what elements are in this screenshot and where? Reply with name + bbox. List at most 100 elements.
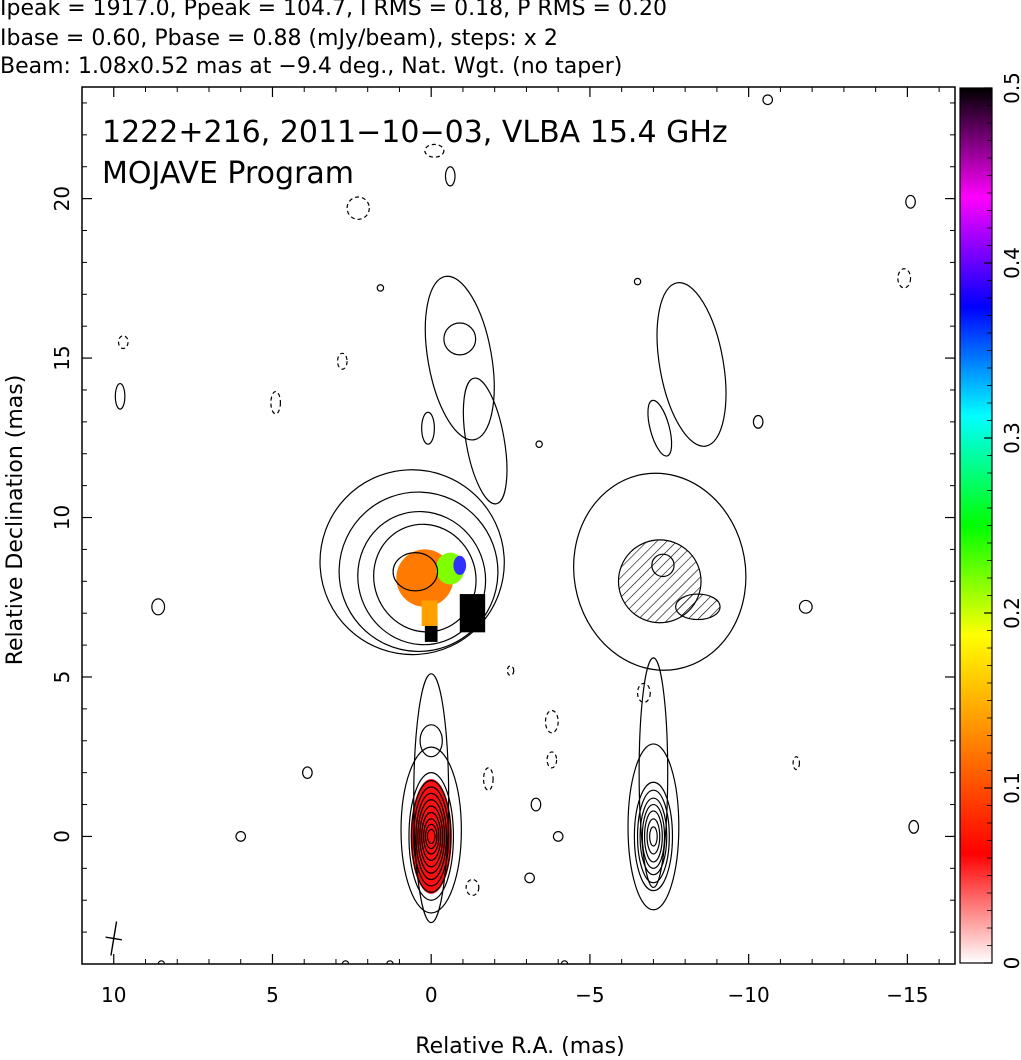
negative-noise-contour xyxy=(897,268,912,289)
noise-contour xyxy=(444,166,456,187)
noise-contour xyxy=(560,960,569,964)
negative-noise-contour xyxy=(424,143,445,158)
plot-subtitle: MOJAVE Program xyxy=(102,156,354,191)
polarized-core-contour xyxy=(639,797,668,876)
negative-noise-contour xyxy=(546,751,558,769)
polarized-inner-contour xyxy=(651,553,675,578)
jet-knot-contour xyxy=(419,724,443,758)
negative-noise-contour xyxy=(117,335,129,350)
small-contour xyxy=(421,411,435,445)
y-tick-label: 5 xyxy=(50,671,74,684)
beam-minor-axis xyxy=(105,936,123,941)
x-tick-label: −10 xyxy=(728,983,770,1007)
polarized-jet-contour xyxy=(638,657,669,889)
polarized-core-contour xyxy=(641,803,666,869)
core-contour xyxy=(413,786,450,887)
polarized-core-contour xyxy=(633,781,674,892)
axis-ticks: 10 5 0 −5 −10 −15 0 5 10 15 20 xyxy=(50,87,955,1007)
polarized-core-contour xyxy=(636,789,670,884)
negative-noise-contour xyxy=(336,352,348,370)
polarized-extended-contour xyxy=(656,282,727,447)
noise-contour xyxy=(114,382,126,410)
colorbar-tick-label: 0.4 xyxy=(1000,247,1021,279)
polarized-small-contour xyxy=(647,399,673,457)
y-tick-label: 15 xyxy=(50,345,74,370)
core-contour-outer xyxy=(400,746,462,914)
y-axis-label: Relative Declination (mas) xyxy=(3,375,28,666)
noise-contour xyxy=(386,960,394,964)
core-contour xyxy=(424,823,438,850)
header-line-3: Beam: 1.08x0.52 mas at −9.4 deg., Nat. W… xyxy=(0,54,623,79)
core-contour xyxy=(421,811,442,861)
core-contour xyxy=(419,805,444,868)
plot-frame xyxy=(81,86,956,965)
y-tick-label: 10 xyxy=(50,505,74,530)
negative-noise-contour xyxy=(792,756,801,771)
core-contour xyxy=(415,792,448,881)
noise-contour xyxy=(552,831,564,842)
noise-contour xyxy=(530,797,542,812)
negative-noise-contour xyxy=(544,709,559,734)
x-tick-label: 10 xyxy=(101,983,126,1007)
y-tick-label: 20 xyxy=(50,186,74,211)
colorbar xyxy=(959,87,993,964)
colorbar-tick-label: 0 xyxy=(1000,957,1021,970)
noise-contour xyxy=(235,831,247,842)
polarization-core xyxy=(410,779,452,894)
polarized-core-contour xyxy=(649,826,658,847)
noise-contour xyxy=(524,872,535,884)
plot-title: 1222+216, 2011−10−03, VLBA 15.4 GHz xyxy=(102,115,728,150)
knot-contour xyxy=(319,469,505,656)
x-tick-label: 0 xyxy=(425,983,438,1007)
noise-contour xyxy=(798,599,813,614)
noise-contour xyxy=(341,960,350,964)
colorbar-ticks: 0 0.1 0.2 0.3 0.4 0.5 xyxy=(984,72,1021,969)
header-line-1: Ipeak = 1917.0, Ppeak = 104.7, I RMS = 0… xyxy=(0,0,667,21)
knot-contour xyxy=(338,491,499,653)
y-tick-label: 0 xyxy=(50,830,74,843)
negative-noise-contour xyxy=(506,665,515,676)
core-contour xyxy=(417,799,446,874)
core-contour xyxy=(408,772,455,901)
core-contour xyxy=(426,828,436,845)
negative-noise-contour xyxy=(636,682,651,704)
noise-contour xyxy=(157,960,166,964)
x-tick-label: −15 xyxy=(886,983,928,1007)
noise-contour xyxy=(905,194,916,209)
knot-contour xyxy=(357,510,487,646)
plot-content xyxy=(105,94,920,964)
polarization-edge-blue xyxy=(453,555,467,575)
noise-contour xyxy=(908,819,920,834)
core-contour xyxy=(422,818,440,855)
polarization-stem xyxy=(421,600,438,626)
colorbar-tick-label: 0.2 xyxy=(1000,597,1021,629)
colorbar-tick-label: 0.5 xyxy=(1000,72,1021,104)
negative-noise-contour xyxy=(482,767,494,791)
polarized-core-outer xyxy=(627,743,680,911)
colorbar-tick-label: 0.1 xyxy=(1000,772,1021,804)
negative-noise-contour xyxy=(346,196,370,220)
x-axis-label: Relative R.A. (mas) xyxy=(415,1034,624,1059)
noise-contour xyxy=(633,277,642,286)
noise-contour xyxy=(535,440,543,448)
polarized-core-contour xyxy=(646,818,661,855)
noise-contour xyxy=(302,766,313,779)
negative-noise-contour xyxy=(465,878,480,897)
x-tick-label: −5 xyxy=(575,983,604,1007)
colorbar-tick-label: 0.3 xyxy=(1000,422,1021,454)
extended-jet-contour xyxy=(462,377,508,505)
knot-contour xyxy=(373,523,477,633)
extended-jet-knot xyxy=(443,322,477,356)
knot-inner-contour xyxy=(392,552,439,592)
polarized-knot-contour xyxy=(573,472,747,671)
polarized-core-contour xyxy=(643,810,663,863)
polarized-hatched-region xyxy=(675,593,721,621)
noise-contour xyxy=(151,598,166,616)
negative-noise-contour xyxy=(270,390,282,415)
noise-contour xyxy=(376,284,385,292)
header-line-2: Ibase = 0.60, Pbase = 0.88 (mJy/beam), s… xyxy=(0,26,558,51)
jet-contour-outer xyxy=(413,673,450,924)
extended-jet-contour xyxy=(424,275,495,441)
x-tick-label: 5 xyxy=(266,983,279,1007)
